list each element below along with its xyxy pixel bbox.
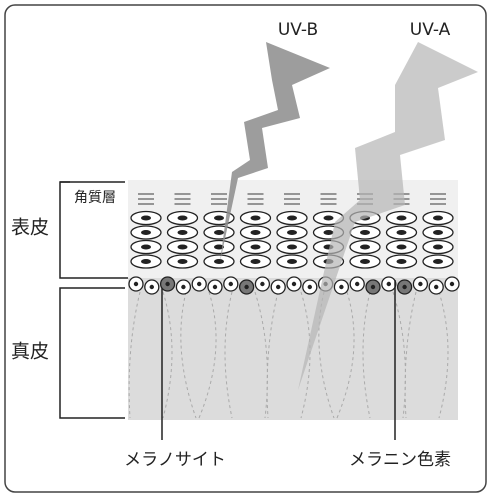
fiber bbox=[162, 291, 173, 419]
basal-nucleus bbox=[355, 281, 360, 287]
basal-nucleus bbox=[276, 284, 281, 290]
basal-nucleus bbox=[418, 281, 423, 287]
nucleus bbox=[396, 259, 407, 264]
nucleus bbox=[396, 230, 407, 235]
fiber bbox=[438, 291, 449, 419]
uv-a-bolt bbox=[298, 42, 478, 390]
nucleus bbox=[177, 215, 188, 221]
basal-nucleus bbox=[386, 281, 391, 287]
fiber bbox=[266, 291, 279, 419]
basal-nucleus bbox=[228, 281, 233, 287]
basal-nucleus bbox=[449, 281, 455, 287]
basal-nucleus bbox=[165, 281, 170, 287]
nucleus bbox=[433, 215, 443, 221]
corneum-label: 角質層 bbox=[74, 190, 116, 206]
uv-b-bolt bbox=[220, 42, 330, 262]
fiber bbox=[180, 291, 197, 419]
nucleus bbox=[214, 230, 224, 235]
melanocyte-label: メラノサイト bbox=[124, 450, 226, 470]
basal-nucleus bbox=[133, 281, 139, 287]
basal-nucleus bbox=[197, 281, 202, 287]
nucleus bbox=[287, 244, 297, 250]
fiber bbox=[224, 291, 233, 419]
fiber bbox=[336, 291, 355, 419]
basal-nucleus bbox=[244, 284, 249, 290]
basal-nucleus bbox=[291, 281, 297, 287]
nucleus bbox=[141, 259, 151, 264]
basal-nucleus bbox=[307, 284, 312, 290]
nucleus bbox=[433, 244, 443, 250]
nucleus bbox=[250, 230, 261, 235]
nucleus bbox=[287, 215, 297, 221]
nucleus bbox=[433, 259, 443, 264]
dermis-bracket bbox=[59, 287, 125, 419]
nucleus bbox=[141, 230, 151, 235]
uv-a-label: UV-A bbox=[410, 20, 451, 40]
basal-nucleus bbox=[339, 284, 344, 290]
dermis-label: 真皮 bbox=[11, 341, 49, 363]
fiber bbox=[254, 291, 268, 419]
nucleus bbox=[141, 215, 151, 221]
nucleus bbox=[396, 244, 407, 250]
nucleus bbox=[433, 230, 443, 235]
nucleus bbox=[214, 215, 224, 221]
nucleus bbox=[323, 215, 334, 221]
cells bbox=[128, 193, 460, 295]
basal-nucleus bbox=[434, 284, 439, 290]
nucleus bbox=[141, 244, 151, 250]
nucleus bbox=[360, 259, 370, 264]
uv-b-label: UV-B bbox=[278, 20, 318, 40]
nucleus bbox=[250, 244, 261, 250]
fiber bbox=[128, 291, 141, 419]
nucleus bbox=[177, 259, 188, 264]
basal-nucleus bbox=[149, 284, 154, 290]
basal-nucleus bbox=[402, 284, 407, 290]
fiber bbox=[198, 291, 217, 419]
nucleus bbox=[360, 230, 370, 235]
nucleus bbox=[287, 230, 297, 235]
basal-nucleus bbox=[212, 284, 218, 290]
nucleus bbox=[214, 259, 224, 264]
nucleus bbox=[250, 259, 261, 264]
nucleus bbox=[360, 244, 370, 250]
epidermis-label: 表皮 bbox=[11, 217, 49, 239]
nucleus bbox=[287, 259, 297, 264]
fiber bbox=[362, 291, 371, 419]
nucleus bbox=[250, 215, 261, 221]
nucleus bbox=[177, 230, 188, 235]
basal-nucleus bbox=[181, 284, 186, 290]
fiber bbox=[392, 291, 406, 419]
nucleus bbox=[177, 244, 188, 250]
nucleus bbox=[396, 215, 407, 221]
basal-nucleus bbox=[260, 281, 265, 287]
basal-nucleus bbox=[370, 284, 376, 290]
dermis-fibers bbox=[128, 291, 449, 419]
fiber bbox=[404, 291, 417, 419]
nucleus bbox=[214, 244, 224, 250]
nucleus bbox=[323, 230, 334, 235]
melanin-label: メラニン色素 bbox=[349, 450, 451, 470]
